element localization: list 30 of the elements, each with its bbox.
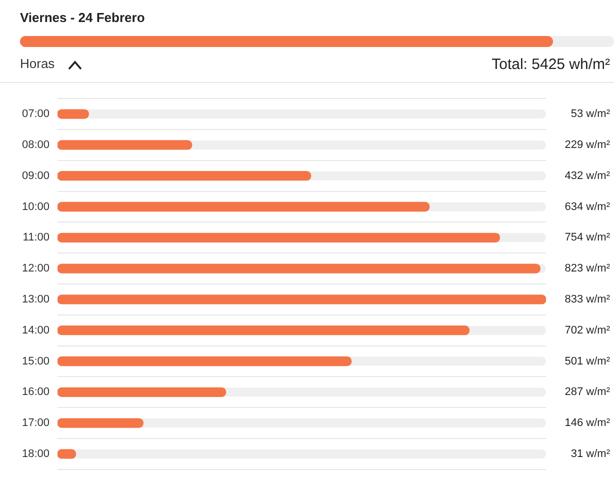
y-tick-label: 15:00 bbox=[22, 355, 50, 368]
y-tick-label: 09:00 bbox=[22, 170, 50, 182]
y-tick-label: 16:00 bbox=[22, 386, 50, 398]
y-tick-label: 18:00 bbox=[22, 448, 50, 460]
data-label: 833 w/m² bbox=[564, 293, 610, 306]
y-tick-label: 14:00 bbox=[22, 324, 50, 336]
y-tick-label: 13:00 bbox=[22, 293, 50, 306]
y-tick-label: 10:00 bbox=[22, 200, 50, 213]
data-label: 287 w/m² bbox=[564, 386, 610, 398]
data-label: 229 w/m² bbox=[564, 138, 610, 151]
bar bbox=[58, 418, 144, 428]
bar bbox=[58, 109, 89, 119]
y-axis-title: Horas bbox=[20, 56, 55, 71]
data-label: 53 w/m² bbox=[570, 108, 610, 120]
data-label: 702 w/m² bbox=[564, 324, 610, 336]
chart-title: Viernes - 24 Febrero bbox=[20, 10, 145, 25]
data-label: 754 w/m² bbox=[564, 232, 610, 244]
y-tick-label: 17:00 bbox=[22, 417, 50, 430]
data-label: 31 w/m² bbox=[570, 448, 610, 460]
data-label: 823 w/m² bbox=[564, 262, 610, 275]
y-tick-label: 11:00 bbox=[22, 232, 50, 244]
data-label: 634 w/m² bbox=[564, 200, 610, 213]
y-tick-label: 08:00 bbox=[22, 138, 50, 151]
data-label: 146 w/m² bbox=[564, 417, 610, 430]
data-label: 432 w/m² bbox=[564, 170, 610, 182]
bar bbox=[58, 264, 540, 274]
text: Total: 5425 wh/m² bbox=[492, 56, 610, 73]
y-tick-label: 12:00 bbox=[22, 262, 50, 275]
data-label: 501 w/m² bbox=[564, 355, 610, 368]
y-tick-label: 07:00 bbox=[22, 108, 50, 120]
